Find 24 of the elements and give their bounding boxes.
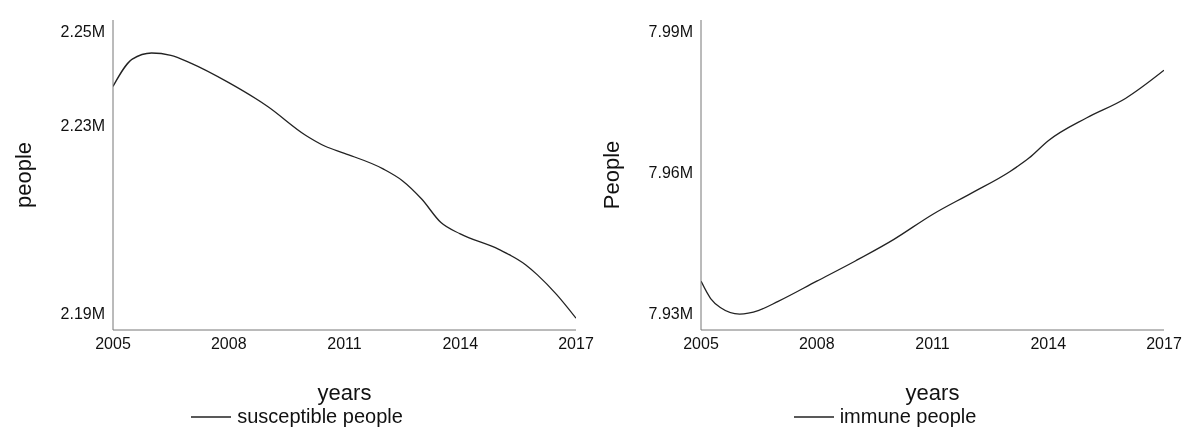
y-axis-title: People	[598, 140, 624, 210]
y-tick-label: 7.93M	[648, 305, 693, 323]
x-tick-label: 2005	[95, 335, 131, 353]
line-series	[113, 52, 576, 319]
y-tick-label: 7.99M	[648, 23, 693, 41]
y-tick-label: 7.96M	[648, 164, 693, 182]
x-axis-title: years	[317, 380, 372, 405]
line-series	[701, 69, 1164, 315]
x-tick-label: 2011	[327, 335, 362, 353]
x-tick-label: 2008	[210, 335, 247, 353]
legend-label: immune people	[839, 405, 977, 428]
x-tick-label: 2017	[1146, 335, 1182, 353]
x-tick-label: 2008	[798, 335, 835, 353]
x-axis-title: years	[905, 380, 960, 405]
x-tick-label: 2017	[558, 335, 594, 353]
y-tick-label: 2.23M	[60, 116, 105, 134]
x-tick-label: 2011	[915, 335, 950, 353]
x-tick-label: 2014	[442, 335, 479, 353]
y-axis-title: people	[10, 141, 36, 209]
y-tick-label: 2.25M	[60, 22, 105, 40]
x-tick-label: 2014	[1030, 335, 1067, 353]
legend-label: susceptible people	[237, 405, 403, 428]
x-tick-label: 2005	[683, 335, 719, 353]
y-tick-label: 2.19M	[60, 305, 105, 323]
